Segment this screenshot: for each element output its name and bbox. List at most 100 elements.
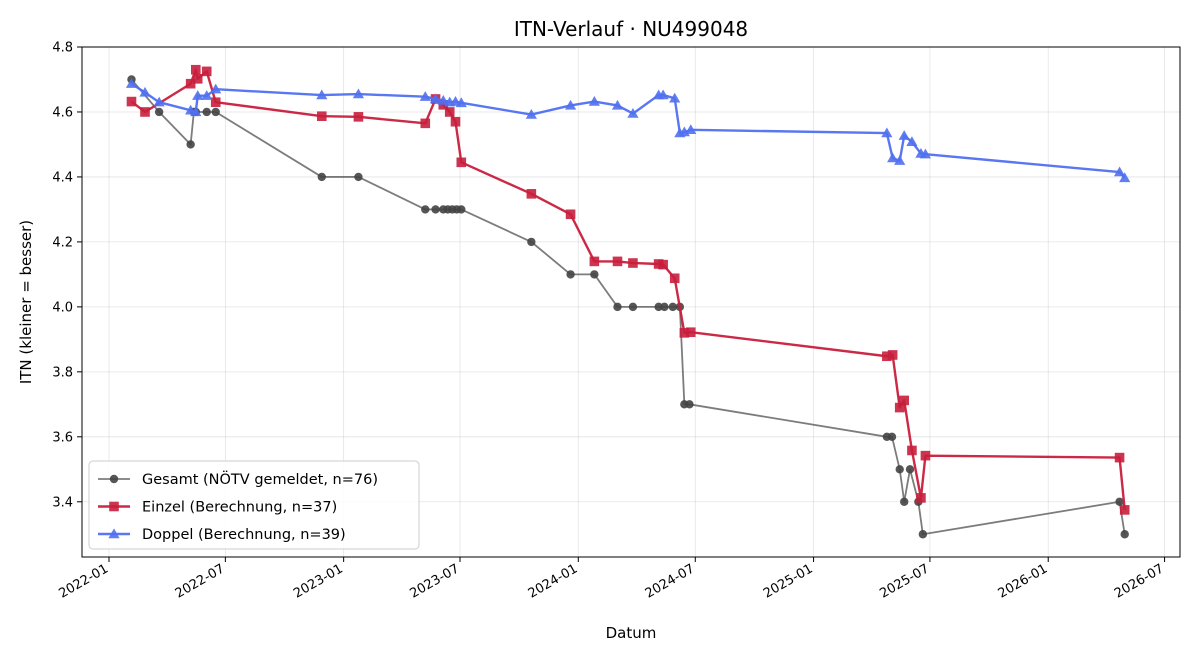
data-point: [657, 89, 669, 100]
y-tick-label: 3.4: [52, 495, 73, 510]
data-point: [920, 450, 931, 461]
data-point: [438, 100, 449, 110]
data-point: [565, 209, 576, 220]
data-point: [916, 493, 926, 503]
data-point: [669, 273, 680, 284]
data-point: [611, 99, 624, 110]
data-point: [589, 256, 600, 267]
legend-marker: [108, 528, 120, 539]
data-point: [907, 445, 917, 456]
data-point: [201, 90, 213, 100]
data-point: [679, 328, 690, 338]
data-point: [658, 259, 668, 270]
legend: Gesamt (NÖTV gemeldet, n=76) Einzel (Bere…: [88, 460, 420, 550]
data-point: [1120, 530, 1129, 539]
y-tick-label: 4.8: [52, 41, 73, 56]
data-point: [564, 99, 577, 110]
y-tick-label: 3.6: [52, 430, 73, 445]
data-point: [887, 432, 897, 442]
data-point: [352, 88, 365, 99]
data-point: [1119, 505, 1130, 515]
data-point: [526, 189, 537, 199]
data-point: [140, 107, 150, 117]
data-point: [153, 96, 165, 107]
data-point: [444, 107, 455, 117]
plot-frame: [81, 46, 1181, 558]
data-point: [192, 90, 204, 100]
data-point: [527, 237, 536, 247]
chart-title: ITN-Verlauf · NU499048: [514, 17, 748, 41]
data-point: [894, 155, 906, 165]
data-point: [354, 172, 363, 182]
data-point: [202, 107, 211, 117]
data-point: [613, 302, 622, 312]
y-tick-label: 3.8: [52, 365, 73, 380]
data-point: [612, 256, 623, 267]
y-tick-label: 4.2: [52, 235, 73, 250]
data-point: [455, 97, 467, 108]
data-point: [192, 74, 203, 84]
data-point: [316, 111, 327, 121]
data-point: [125, 78, 138, 88]
data-point: [1113, 166, 1126, 177]
data-point: [126, 96, 137, 107]
data-point: [317, 172, 326, 182]
data-point: [668, 302, 677, 312]
data-point: [566, 270, 575, 279]
x-axis-title: Datum: [606, 624, 657, 642]
legend-box: [88, 460, 420, 550]
data-point: [154, 107, 164, 117]
data-point: [450, 116, 461, 127]
data-point: [185, 78, 196, 89]
data-point: [906, 136, 918, 147]
data-point: [669, 92, 681, 103]
y-tick-label: 4.6: [52, 105, 73, 120]
data-point: [437, 94, 449, 105]
legend-label: Gesamt (NÖTV gemeldet, n=76): [142, 470, 378, 488]
data-point: [420, 118, 431, 129]
data-point: [685, 327, 696, 338]
data-point: [628, 258, 638, 268]
data-point: [419, 91, 431, 101]
data-point: [919, 148, 932, 159]
data-point: [190, 106, 202, 117]
data-point: [211, 107, 220, 117]
data-point: [186, 140, 195, 149]
series-layer: [125, 64, 1131, 539]
data-point: [1115, 497, 1124, 506]
data-point: [139, 86, 151, 97]
data-point: [210, 97, 221, 108]
data-point: [627, 107, 639, 118]
legend-label: Doppel (Berechnung, n=39): [142, 527, 346, 543]
data-point: [654, 302, 663, 312]
data-point: [201, 66, 212, 77]
data-point: [882, 351, 892, 362]
data-point: [1114, 452, 1125, 463]
data-point: [1119, 172, 1131, 183]
data-point: [918, 530, 928, 539]
data-point: [899, 395, 910, 406]
data-point: [210, 83, 222, 94]
data-point: [456, 157, 467, 168]
data-point: [590, 270, 599, 279]
data-point: [895, 465, 904, 474]
data-point: [353, 112, 364, 122]
data-point: [628, 302, 638, 312]
data-point: [421, 205, 430, 214]
data-point: [894, 402, 905, 413]
data-point: [900, 497, 909, 506]
legend-marker: [109, 474, 119, 484]
data-point: [190, 64, 201, 75]
data-point: [660, 302, 669, 312]
data-point: [887, 152, 899, 163]
data-point: [429, 93, 442, 104]
legend-marker: [109, 501, 119, 512]
legend-label: Einzel (Berechnung, n=37): [142, 500, 337, 516]
data-point: [881, 127, 893, 138]
data-point: [685, 124, 697, 135]
data-point: [905, 465, 915, 474]
data-point: [685, 400, 694, 409]
y-tick-label: 4.4: [52, 170, 73, 185]
